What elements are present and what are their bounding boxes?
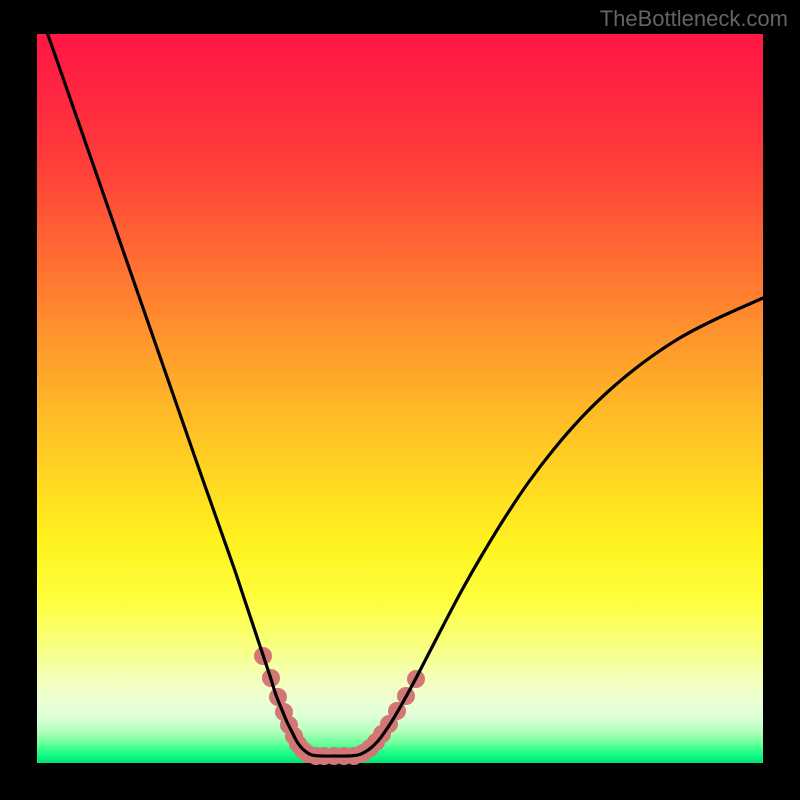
chart-container: TheBottleneck.com	[0, 0, 800, 800]
bottleneck-chart	[0, 0, 800, 800]
watermark-text: TheBottleneck.com	[600, 6, 788, 32]
plot-background	[37, 34, 763, 763]
